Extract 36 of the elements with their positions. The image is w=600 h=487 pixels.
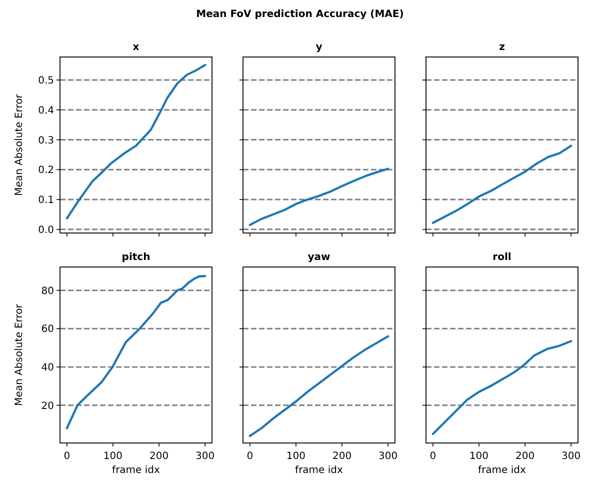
x-axis-title: frame idx (112, 465, 160, 476)
x-tick-label: 100 (469, 451, 489, 462)
text: Mean FoV prediction Accuracy (MAE) (196, 9, 404, 20)
x-tick-label: 300 (196, 451, 215, 462)
y-tick-label: 80 (41, 286, 54, 297)
y-tick-label: 0.3 (38, 135, 54, 146)
x-axis-title: frame idx (295, 465, 344, 476)
x-tick-label: 300 (378, 451, 398, 462)
y-axis-title: Mean Absolute Error (14, 93, 25, 196)
y-tick-label: 0.2 (38, 165, 54, 176)
x-tick-label: 200 (515, 451, 535, 462)
chart-title: yaw (308, 252, 330, 263)
x-tick-label: 100 (103, 451, 123, 462)
y-tick-label: 0.4 (38, 105, 54, 116)
x-tick-label: 100 (286, 451, 306, 462)
x-tick-label: 200 (149, 451, 169, 462)
y-tick-label: 60 (41, 324, 54, 336)
chart-title: roll (492, 252, 512, 263)
y-tick-label: 20 (41, 400, 54, 412)
x-tick-label: 0 (64, 451, 70, 462)
y-tick-label: 40 (41, 362, 54, 374)
y-tick-label: 0.5 (38, 76, 54, 87)
x-tick-label: 300 (562, 451, 581, 462)
y-tick-label: 0.1 (38, 195, 54, 206)
chart-title: pitch (122, 252, 150, 263)
x-tick-label: 200 (332, 451, 352, 462)
chart-title: y (316, 42, 323, 53)
y-tick-label: 0.0 (38, 224, 54, 236)
x-tick-label: 0 (246, 451, 254, 462)
line-series (66, 64, 206, 220)
line-series (66, 274, 206, 430)
chart-title: x (132, 42, 140, 53)
x-axis-title: frame idx (478, 465, 526, 476)
chart-title: z (499, 42, 506, 53)
y-axis-title: Mean Absolute Error (14, 303, 25, 406)
x-tick-label: 0 (430, 451, 436, 462)
